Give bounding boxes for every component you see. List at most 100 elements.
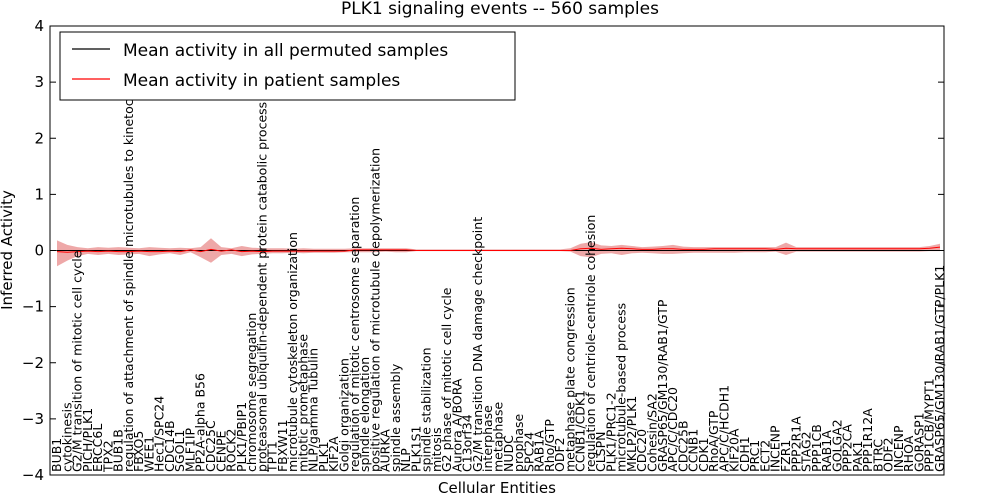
x-category-label: C13orf34 bbox=[460, 414, 475, 472]
x-category-label: INCENP bbox=[768, 425, 783, 472]
legend: Mean activity in all permuted samples Me… bbox=[59, 31, 516, 101]
x-category-label: ERCC6L bbox=[90, 424, 105, 472]
x-category-label: STAG2 bbox=[799, 431, 814, 472]
x-axis-label: Cellular Entities bbox=[438, 479, 556, 497]
x-category-label: G2 phase of mitotic cell cycle bbox=[439, 287, 454, 472]
x-category-label: G2/M transition DNA damage checkpoint bbox=[470, 217, 485, 472]
y-axis-label: Inferred Activity bbox=[0, 190, 16, 310]
x-category-label: BUB1B bbox=[111, 429, 126, 472]
x-category-label: RhoA/GTP bbox=[706, 410, 721, 472]
x-category-label: interphase bbox=[480, 405, 495, 472]
x-category-label: PPP1R12A bbox=[860, 408, 875, 472]
x-category-label: TPT1 bbox=[265, 441, 280, 473]
patient-band-area bbox=[57, 238, 940, 267]
x-category-label: CDC25C bbox=[203, 420, 218, 472]
x-category-label: PP2A-alpha B56 bbox=[193, 373, 208, 472]
x-category-label: APC/C/CDC20 bbox=[665, 387, 680, 472]
x-category-label: positive regulation of microtubule depol… bbox=[367, 148, 382, 472]
x-category-label: regulation of mitotic centrosome separat… bbox=[347, 197, 362, 472]
x-category-label: BUB1 bbox=[49, 438, 64, 472]
x-category-label: regulation of attachment of spindle micr… bbox=[121, 71, 136, 472]
x-category-label: PRC1 bbox=[747, 440, 762, 472]
x-category-label: CDH1 bbox=[737, 436, 752, 472]
x-category-label: CLSPN bbox=[593, 432, 608, 473]
legend-box bbox=[59, 31, 516, 101]
x-category-label: spindle assembly bbox=[388, 363, 403, 472]
x-category-label: PPP1CB bbox=[809, 424, 824, 472]
x-category-label: MKLP2/PLK1 bbox=[624, 396, 639, 472]
legend-label-patient: Mean activity in patient samples bbox=[123, 71, 400, 91]
x-category-label: ODF2 bbox=[552, 437, 567, 472]
x-category-label: regulation of centriole-centriole cohesi… bbox=[583, 215, 598, 472]
x-category-label: KIF2A bbox=[326, 436, 341, 472]
x-category-label: Rho/GTP bbox=[542, 419, 557, 472]
y-tick-label: 4 bbox=[34, 17, 44, 35]
x-category-label: ECT2 bbox=[758, 440, 773, 472]
legend-label-permuted: Mean activity in all permuted samples bbox=[123, 41, 448, 61]
x-category-label: RAB1A bbox=[532, 430, 547, 472]
x-category-label: SGOL1 bbox=[172, 430, 187, 472]
x-category-label: GOLGA2 bbox=[829, 419, 844, 472]
x-category-label: RAB1A bbox=[819, 430, 834, 472]
x-category-label: cytokinesis bbox=[59, 402, 74, 472]
x-category-label: mitosis bbox=[429, 427, 444, 472]
x-category-label: ODF2 bbox=[881, 437, 896, 472]
x-category-label: TPX2 bbox=[100, 440, 115, 473]
x-category-label: chromosome segregation bbox=[244, 313, 259, 472]
x-category-label: FZR1 bbox=[778, 440, 793, 472]
x-category-label: APC/C/HCDH1 bbox=[716, 385, 731, 472]
x-category-label: mitotic prometaphase bbox=[295, 334, 310, 472]
x-category-label: CDC14B bbox=[162, 420, 177, 472]
x-category-label: PLK1/PRC1-2 bbox=[603, 392, 618, 472]
x-category-label: spindle elongation bbox=[357, 357, 372, 472]
x-category-label: PAK1 bbox=[850, 441, 865, 472]
x-category-label: CCNB1 bbox=[686, 429, 701, 472]
x-category-label: FBXW11 bbox=[275, 419, 290, 472]
x-category-label: PLK1S1 bbox=[408, 425, 423, 472]
y-tick-label: −3 bbox=[22, 410, 44, 428]
x-category-label: KIF20A bbox=[727, 428, 742, 472]
x-category-label: microtubule-based process bbox=[614, 303, 629, 472]
x-category-label: ROCK2 bbox=[224, 429, 239, 472]
x-category-label: PICH/PLK1 bbox=[80, 408, 95, 472]
x-category-label: PPP2CA bbox=[840, 424, 855, 472]
x-category-label: CENPE bbox=[213, 431, 228, 473]
y-axis-ticks: −4 −3 −2 −1 0 1 2 3 4 bbox=[22, 17, 944, 484]
x-category-label: prophase bbox=[511, 413, 526, 471]
x-category-label: CDC20 bbox=[634, 429, 649, 472]
y-tick-label: −4 bbox=[22, 466, 44, 484]
x-category-label: PLK1 bbox=[316, 441, 331, 472]
x-category-label: NUDC bbox=[501, 435, 516, 472]
x-category-label: metaphase bbox=[491, 402, 506, 472]
x-category-label: RHOA bbox=[901, 435, 916, 472]
x-category-label: FBXO5 bbox=[131, 431, 146, 472]
x-category-label: proteasomal ubiquitin-dependent protein … bbox=[254, 102, 269, 472]
y-tick-label: 1 bbox=[34, 185, 44, 203]
y-tick-label: 0 bbox=[34, 242, 44, 260]
series-lines bbox=[56, 246, 941, 253]
x-category-label: INCENP bbox=[891, 425, 906, 472]
x-category-label: Hec1/SPC24 bbox=[152, 396, 167, 472]
x-category-label: PLK1/PBIP1 bbox=[234, 402, 249, 472]
x-category-label: Aurora A/BORA bbox=[449, 378, 464, 472]
x-category-label: PPP2R1A bbox=[788, 416, 803, 472]
x-category-label: CCNB1/CDK1 bbox=[573, 390, 588, 472]
x-category-label: PPP1CB/MYPT1 bbox=[922, 378, 937, 472]
x-category-label: BTRC bbox=[870, 439, 885, 472]
x-category-label: CDC25B bbox=[675, 420, 690, 472]
x-category-label: NLP bbox=[398, 448, 413, 472]
x-category-label: GRASP65/GM130/RAB1/GTP bbox=[655, 299, 670, 472]
x-category-label: GORASP1 bbox=[912, 412, 927, 472]
x-category-label: GRASP65/GM130/RAB1/GTP/PLK1 bbox=[932, 265, 947, 472]
x-category-label: WEE1 bbox=[141, 436, 156, 472]
y-tick-label: 3 bbox=[34, 73, 44, 91]
x-category-label: G2/M transition of mitotic cell cycle bbox=[70, 250, 85, 472]
series-line-patient bbox=[56, 246, 941, 253]
x-category-label: SPC24 bbox=[521, 432, 536, 472]
y-tick-label: 2 bbox=[34, 129, 44, 147]
x-category-label: metaphase plate congression bbox=[562, 287, 577, 472]
y-tick-label: −2 bbox=[22, 354, 44, 372]
y-tick-label: −1 bbox=[22, 298, 44, 316]
